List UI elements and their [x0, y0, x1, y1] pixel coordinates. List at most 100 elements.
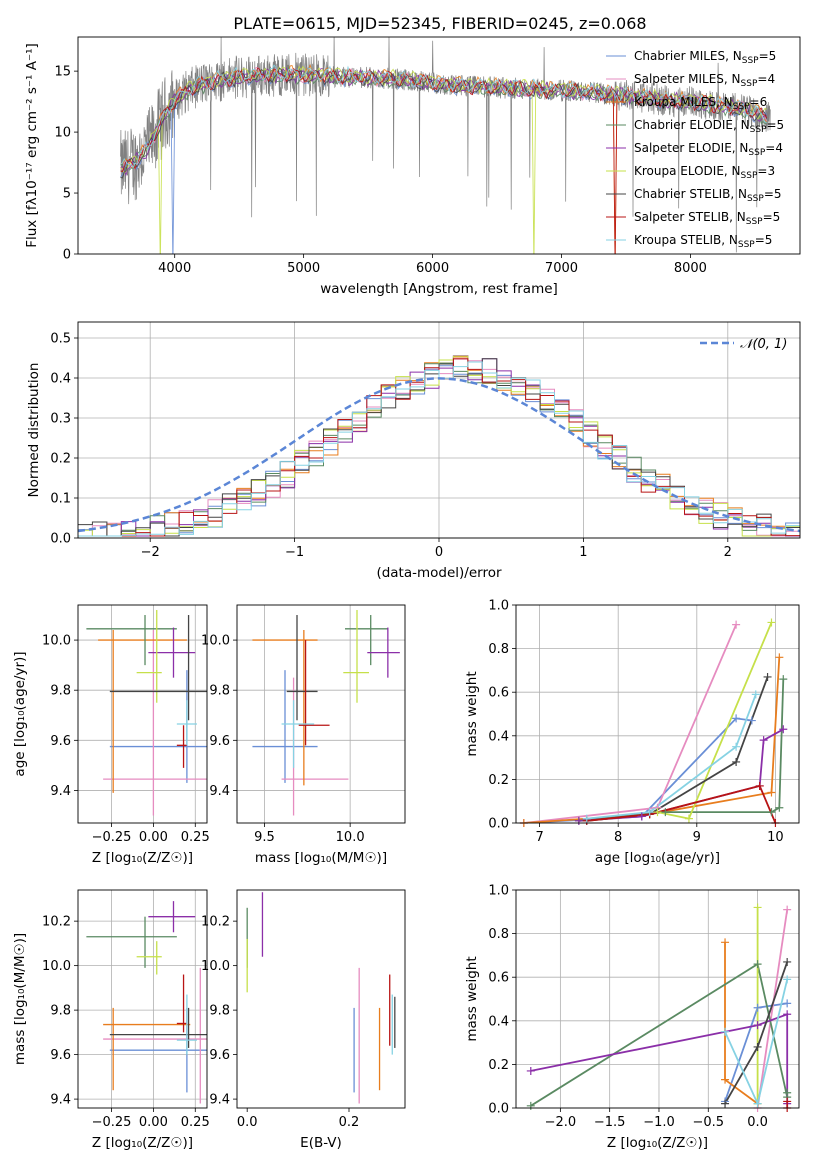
- massweight-point-marker: [763, 672, 772, 681]
- legend-text: Salpeter ELODIE, N: [634, 141, 748, 155]
- y-tick-label: 0.0: [50, 532, 71, 547]
- legend-subscript: SSP: [750, 125, 767, 135]
- x-tick-label: −1: [285, 545, 304, 560]
- x-tick-label: 0: [435, 545, 443, 560]
- x-tick-label: 0.25: [181, 830, 210, 845]
- legend-entry-6: Chabrier STELIB, NSSP=5: [634, 187, 782, 204]
- legend-text: Kroupa ELODIE, N: [634, 164, 741, 178]
- legend-subscript: SSP: [741, 171, 758, 181]
- x-axis-label: (data-model)/error: [376, 565, 502, 581]
- axes-frame: [77, 36, 801, 255]
- figure-title: PLATE=0615, MJD=52345, FIBERID=0245, z=0…: [233, 14, 646, 33]
- mass-vs-ebv-panel: 0.0 0.2 9.4 9.6 9.8 10.0 10.2 E(B-V): [201, 889, 406, 1151]
- massweight-line-8: [586, 694, 757, 820]
- y-tick-label: 0.1: [50, 492, 71, 507]
- x-tick-label: −0.25: [92, 830, 132, 845]
- legend-text: Salpeter MILES, N: [634, 72, 741, 86]
- x-tick-label: −0.25: [92, 1115, 132, 1130]
- massweight-point-marker: [721, 1075, 730, 1084]
- legend-text: Chabrier STELIB, N: [634, 187, 747, 201]
- y-tick-label: 9.8: [50, 684, 71, 699]
- legend-entry-2: Kroupa MILES, NSSP=6: [634, 95, 767, 112]
- x-tick-label: 10: [767, 830, 784, 845]
- y-tick-label: 9.4: [50, 784, 71, 799]
- y-tick-label: 0.6: [488, 686, 509, 701]
- model-spectrum-line-1: [120, 67, 768, 171]
- plot-area: [120, 37, 771, 254]
- x-tick-label: −1.5: [594, 1115, 626, 1130]
- axes-frame: [515, 604, 800, 824]
- massweight-point-marker: [753, 1042, 762, 1051]
- massweight-line-8: [724, 979, 789, 1107]
- y-axis-label: age [log₁₀(age/yr)]: [12, 651, 28, 776]
- massweight-point-marker: [753, 1099, 762, 1108]
- x-tick-label: −2.0: [545, 1115, 577, 1130]
- axes-frame: [236, 889, 406, 1109]
- massweight-point-marker: [637, 812, 646, 821]
- massweight-point-marker: [779, 675, 788, 684]
- massweight-point-marker: [783, 999, 792, 1008]
- y-tick-label: 9.8: [209, 684, 230, 699]
- massweight-point-marker: [751, 690, 760, 699]
- age-vs-mass-panel: 9.5 10.0 9.4 9.6 9.8 10.0 mass [log₁₀(M/M☉)]: [201, 604, 406, 866]
- legend-entry-7: Salpeter STELIB, NSSP=5: [634, 210, 780, 227]
- x-tick-label: 10.0: [336, 830, 365, 845]
- y-tick-label: 0.2: [488, 773, 509, 788]
- y-tick-label: 10.2: [201, 915, 230, 930]
- legend-entry-0: Chabrier MILES, NSSP=5: [634, 49, 776, 66]
- massweight-point-marker: [767, 618, 776, 627]
- massweight-point-marker: [767, 788, 776, 797]
- model-spectrum-line-4: [120, 67, 767, 177]
- massweight-point-marker: [574, 816, 583, 825]
- massweight-line-0: [523, 717, 752, 823]
- massweight-point-marker: [755, 781, 764, 790]
- massweight-point-marker: [783, 1088, 792, 1097]
- massweight-point-marker: [747, 716, 756, 725]
- legend-value: =4: [765, 141, 783, 155]
- x-tick-label: −1.0: [643, 1115, 675, 1130]
- massweight-line-1: [756, 909, 789, 1108]
- y-tick-label: 1.0: [488, 884, 509, 899]
- plot-area: [246, 892, 396, 1104]
- massweight-point-marker: [684, 814, 693, 823]
- legend-subscript: SSP: [747, 194, 764, 204]
- y-tick-label: 9.4: [209, 784, 230, 799]
- legend-entry-1: Salpeter MILES, NSSP=4: [634, 72, 775, 89]
- y-tick-label: 0.0: [488, 817, 509, 832]
- y-tick-label: 9.8: [50, 1004, 71, 1019]
- massweight-point-marker: [783, 975, 792, 984]
- y-axis-label: mass weight: [464, 956, 480, 1041]
- y-tick-label: 0.8: [488, 927, 509, 942]
- massweight-line-4: [530, 1013, 789, 1104]
- massweight-point-marker: [582, 814, 591, 823]
- legend-text: Kroupa STELIB, N: [634, 233, 738, 247]
- massweight-point-marker: [753, 1021, 762, 1030]
- spectrum-panel: 4000 5000 6000 7000 8000 0 5 10 15 wavelength [An…: [24, 36, 801, 297]
- massweight-line-2: [523, 657, 781, 823]
- massweight-point-marker: [732, 620, 741, 629]
- axes-frame: [77, 889, 208, 1109]
- plot-area: [86, 901, 207, 1104]
- x-tick-label: 8: [614, 830, 622, 845]
- model-spectrum-line-8: [120, 64, 767, 169]
- y-tick-label: 10.0: [201, 634, 230, 649]
- legend-value: =5: [766, 118, 784, 132]
- x-tick-label: 2: [724, 545, 732, 560]
- legend-value: =5: [764, 187, 782, 201]
- y-tick-label: 0.4: [50, 372, 71, 387]
- legend-text: Kroupa MILES, N: [634, 95, 733, 109]
- massweight-point-marker: [767, 808, 776, 817]
- y-tick-label: 9.8: [209, 1004, 230, 1019]
- y-tick-label: 9.6: [209, 1048, 230, 1063]
- y-tick-label: 9.6: [50, 1048, 71, 1063]
- massweight-point-marker: [779, 725, 788, 734]
- y-axis-label: mass weight: [464, 671, 480, 756]
- legend-value: =5: [763, 210, 781, 224]
- y-tick-label: 0: [63, 248, 71, 263]
- massweight-point-marker: [526, 1066, 535, 1075]
- legend-value: =4: [757, 72, 775, 86]
- x-axis-label: Z [log₁₀(Z/Z☉)]: [92, 850, 193, 866]
- massweight-point-marker: [775, 803, 784, 812]
- x-axis-label: wavelength [Angstrom, rest frame]: [320, 281, 558, 297]
- massweight-point-marker: [783, 905, 792, 914]
